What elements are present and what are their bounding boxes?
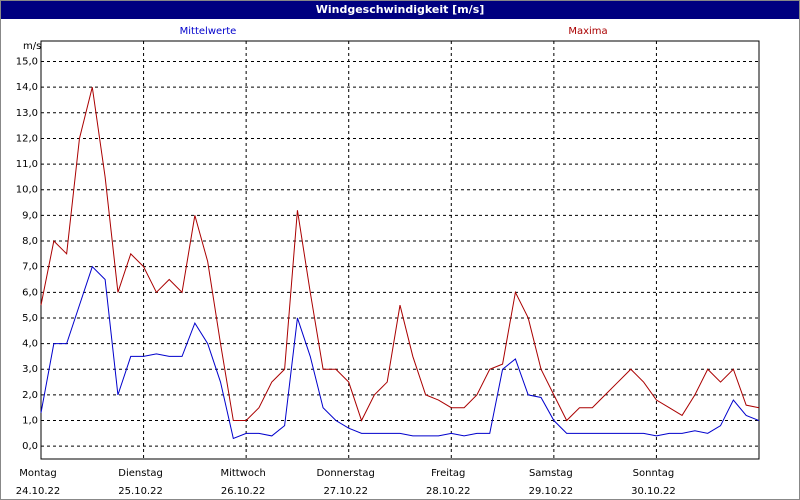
y-tick-label: 7,0 [22,262,38,273]
x-tick-date: 24.10.22 [16,486,61,497]
y-tick-label: 0,0 [22,441,38,452]
x-tick-label: Mittwoch [220,468,265,479]
y-tick-label: 11,0 [16,159,38,170]
x-tick-label: Sonntag [633,468,675,479]
y-unit: m/s [23,41,41,52]
x-tick-label: Samstag [529,468,573,479]
y-tick-label: 8,0 [22,236,38,247]
x-tick-date: 29.10.22 [529,486,574,497]
y-tick-label: 5,0 [22,313,38,324]
legend-entry: Maxima [568,26,607,37]
y-tick-label: 9,0 [22,210,38,221]
y-tick-label: 10,0 [16,185,38,196]
title-bar [1,1,799,19]
x-tick-date: 27.10.22 [323,486,368,497]
data-line [40,265,760,440]
plot-frame [40,40,760,460]
y-tick-label: 15,0 [16,57,38,68]
y-tick-label: 13,0 [16,108,38,119]
y-tick-label: 6,0 [22,287,38,298]
y-tick-label: 4,0 [22,339,38,350]
y-tick-label: 2,0 [22,390,38,401]
x-tick-label: Donnerstag [317,468,375,479]
data-line [40,87,760,422]
y-tick-label: 12,0 [16,133,38,144]
x-tick-date: 26.10.22 [221,486,266,497]
x-tick-label: Freitag [431,468,465,479]
y-tick-label: 3,0 [22,364,38,375]
legend-entry: Mittelwerte [180,26,237,37]
x-tick-date: 25.10.22 [118,486,163,497]
y-tick-label: 1,0 [22,416,38,427]
x-tick-label: Dienstag [118,468,163,479]
y-tick-label: 14,0 [16,82,38,93]
chart-title: Windgeschwindigkeit [m/s] [316,3,485,16]
x-tick-label: Montag [19,468,56,479]
x-tick-date: 30.10.22 [631,486,676,497]
x-tick-date: 28.10.22 [426,486,471,497]
